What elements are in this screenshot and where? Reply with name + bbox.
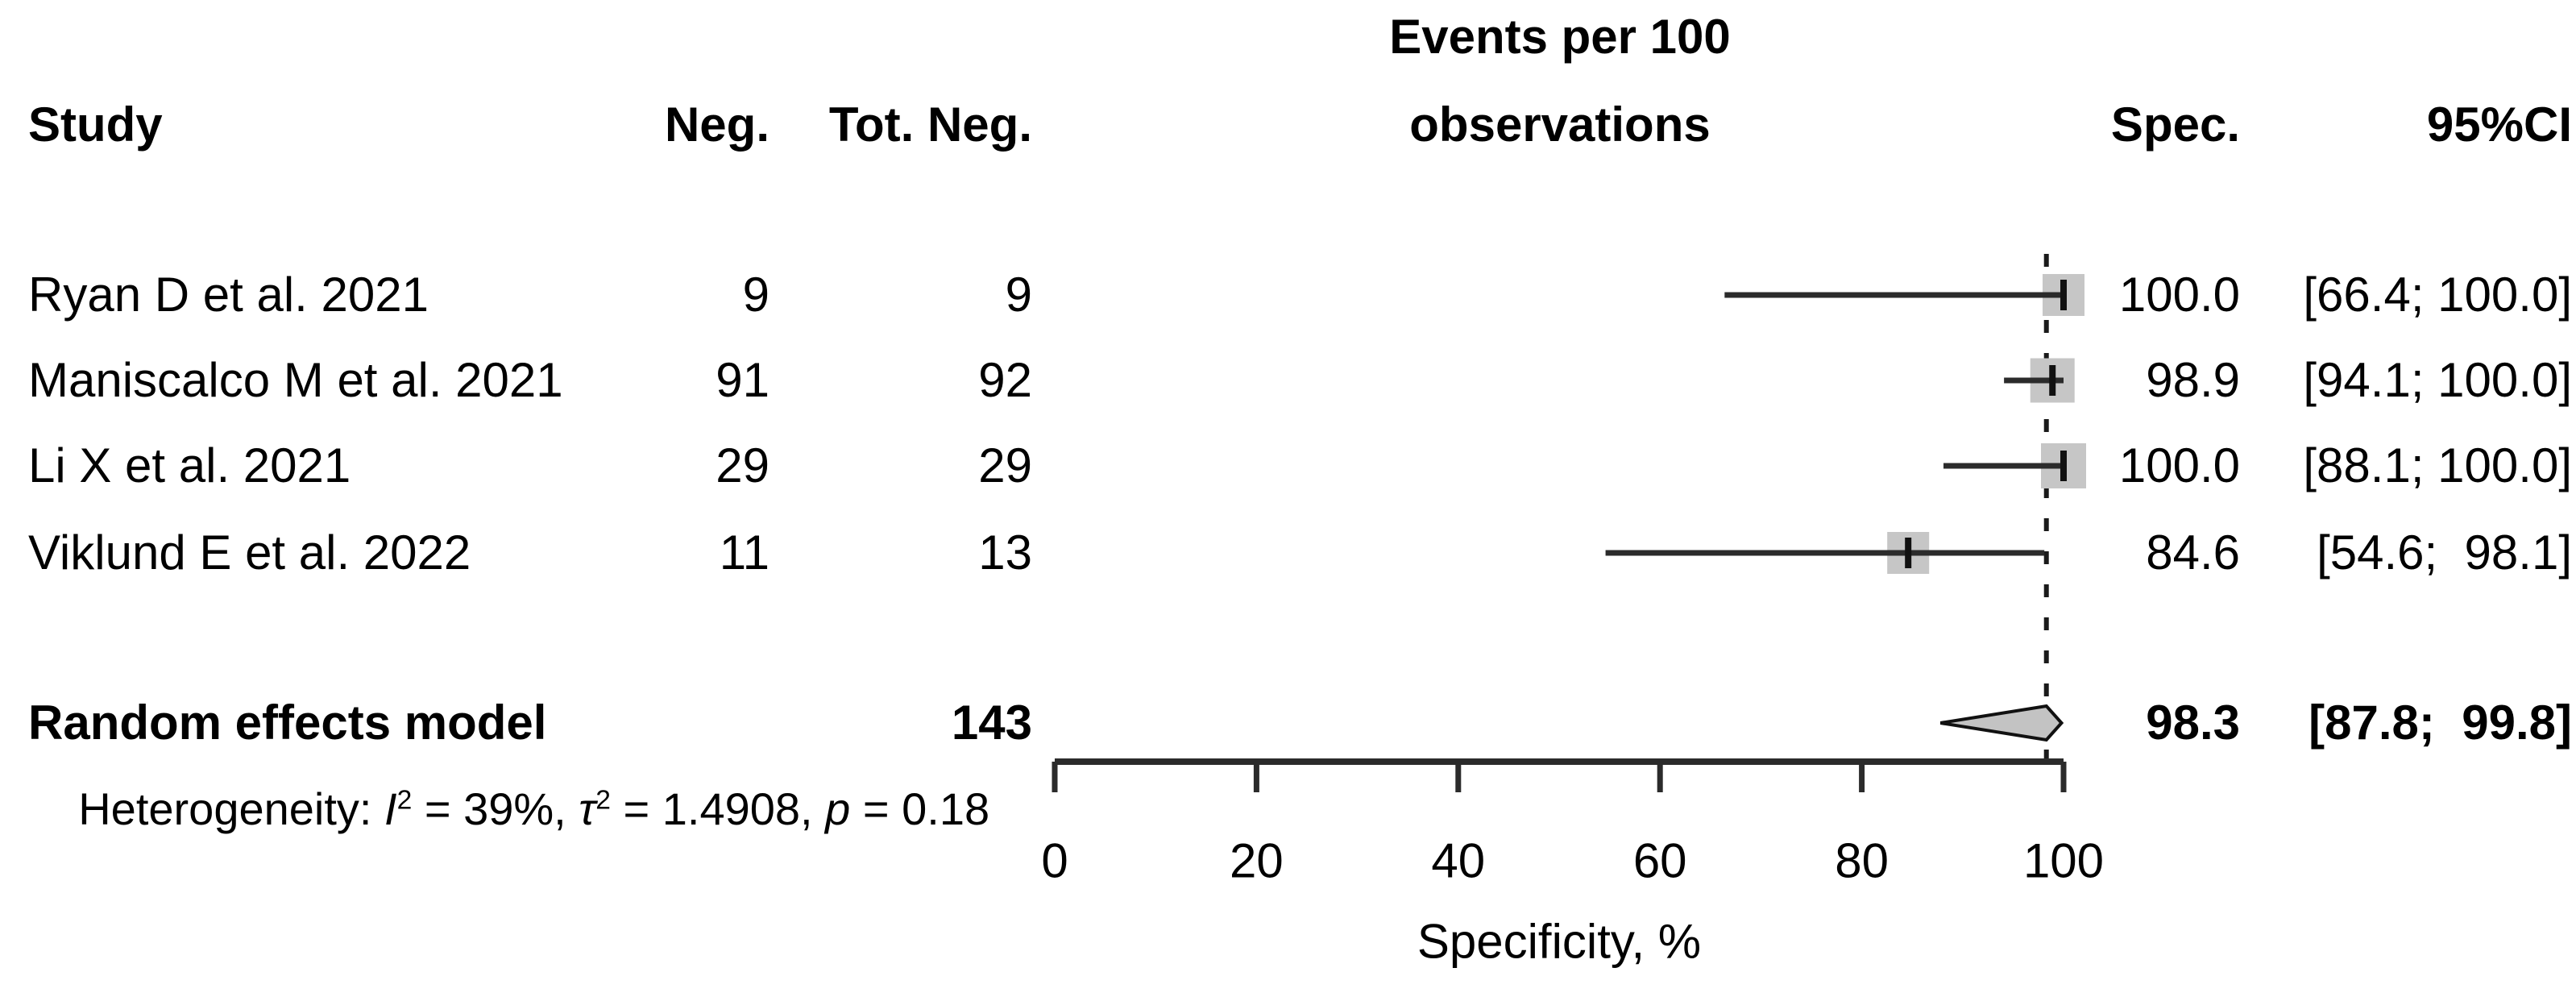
axis-tick-label: 20 [1230,834,1284,888]
pooled-tot-neg-value: 143 [951,696,1032,750]
heterogeneity-note: Heterogeneity: I2 = 39%, τ2 = 1.4908, p … [28,742,989,877]
axis-tick-label: 40 [1431,834,1485,888]
study-name-cell: Li X et al. 2021 [28,438,351,492]
tau-squared-exponent: 2 [595,785,611,816]
point-estimate-tick [2060,451,2067,481]
spec-value-cell: 100.0 [2118,268,2240,322]
tot-neg-value-cell: 29 [978,438,1032,492]
tot-neg-value-cell: 9 [1005,268,1032,322]
study-name-cell: Viklund E et al. 2022 [28,526,471,580]
neg-value-cell: 9 [742,268,769,322]
plot-header-line1: Events per 100 [1389,10,1731,64]
axis-tick-label: 80 [1835,834,1889,888]
point-estimate-tick [2049,365,2056,396]
ci-value-cell: [54.6; 98.1] [2317,526,2572,580]
ci-value-cell: [66.4; 100.0] [2303,268,2572,322]
tot-neg-value-cell: 92 [978,353,1032,407]
i-squared-symbol: I [384,783,397,834]
neg-value-cell: 91 [716,353,769,407]
axis-tick-label: 0 [1041,834,1068,888]
point-estimate-tick [1905,538,1912,568]
axis-tick-label: 100 [2023,834,2104,888]
ci-value-cell: [88.1; 100.0] [2303,438,2572,492]
pooled-row-label: Random effects model [28,696,547,750]
study-name-cell: Maniscalco M et al. 2021 [28,353,563,407]
plot-header-line2: observations [1409,98,1711,152]
column-header-spec: Spec. [2110,98,2240,152]
p-value: = 0.18 [850,783,990,834]
column-header-neg: Neg. [664,98,769,152]
column-header-tot-neg: Tot. Neg. [828,98,1032,152]
x-axis-title: Specificity, % [1417,915,1701,969]
spec-value-cell: 84.6 [2146,526,2240,580]
spec-value-cell: 98.9 [2146,353,2240,407]
spec-value-cell: 100.0 [2118,438,2240,492]
tau-squared-symbol: τ [579,783,596,834]
tau-squared-value: = 1.4908, [610,783,826,834]
neg-value-cell: 11 [719,526,769,580]
i-squared-exponent: 2 [396,785,413,816]
tot-neg-value-cell: 13 [978,526,1032,580]
column-header-study: Study [28,98,163,152]
heterogeneity-prefix: Heterogeneity: [78,783,385,834]
ci-value-cell: [94.1; 100.0] [2303,353,2572,407]
i-squared-value: = 39%, [412,783,579,834]
pooled-estimate-diamond [1939,704,2064,742]
column-header-95ci: 95%CI [2426,98,2572,152]
study-name-cell: Ryan D et al. 2021 [28,268,429,322]
p-symbol: p [825,783,851,834]
neg-value-cell: 29 [716,438,769,492]
axis-tick-label: 60 [1633,834,1687,888]
pooled-spec-value: 98.3 [2146,696,2240,750]
pooled-ci-value: [87.8; 99.8] [2308,696,2572,750]
point-estimate-tick [2060,280,2067,310]
